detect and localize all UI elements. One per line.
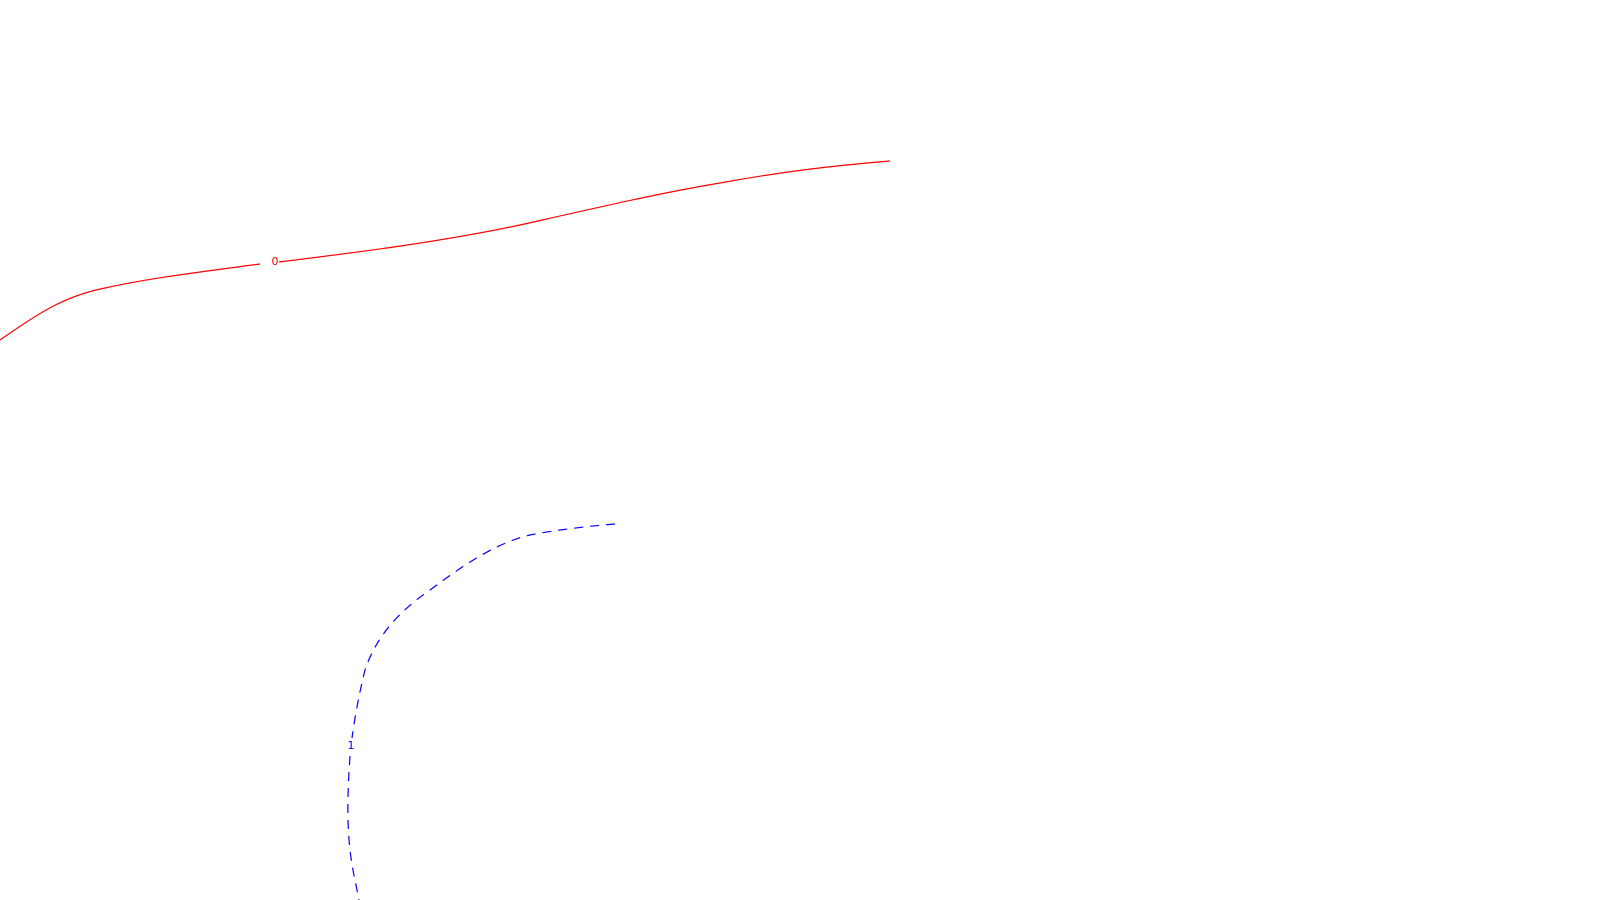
contour-label-0: 0 — [272, 255, 279, 268]
contour-line-1-lower — [347, 755, 360, 900]
contour-line-1-group: 1 — [347, 523, 616, 900]
contour-label-1: 1 — [348, 739, 355, 752]
contour-line-0-right — [278, 160, 891, 263]
contour-line-0-left — [0, 263, 261, 341]
contour-line-0-group: 0 — [0, 160, 891, 341]
contour-line-1-upper — [351, 523, 616, 739]
